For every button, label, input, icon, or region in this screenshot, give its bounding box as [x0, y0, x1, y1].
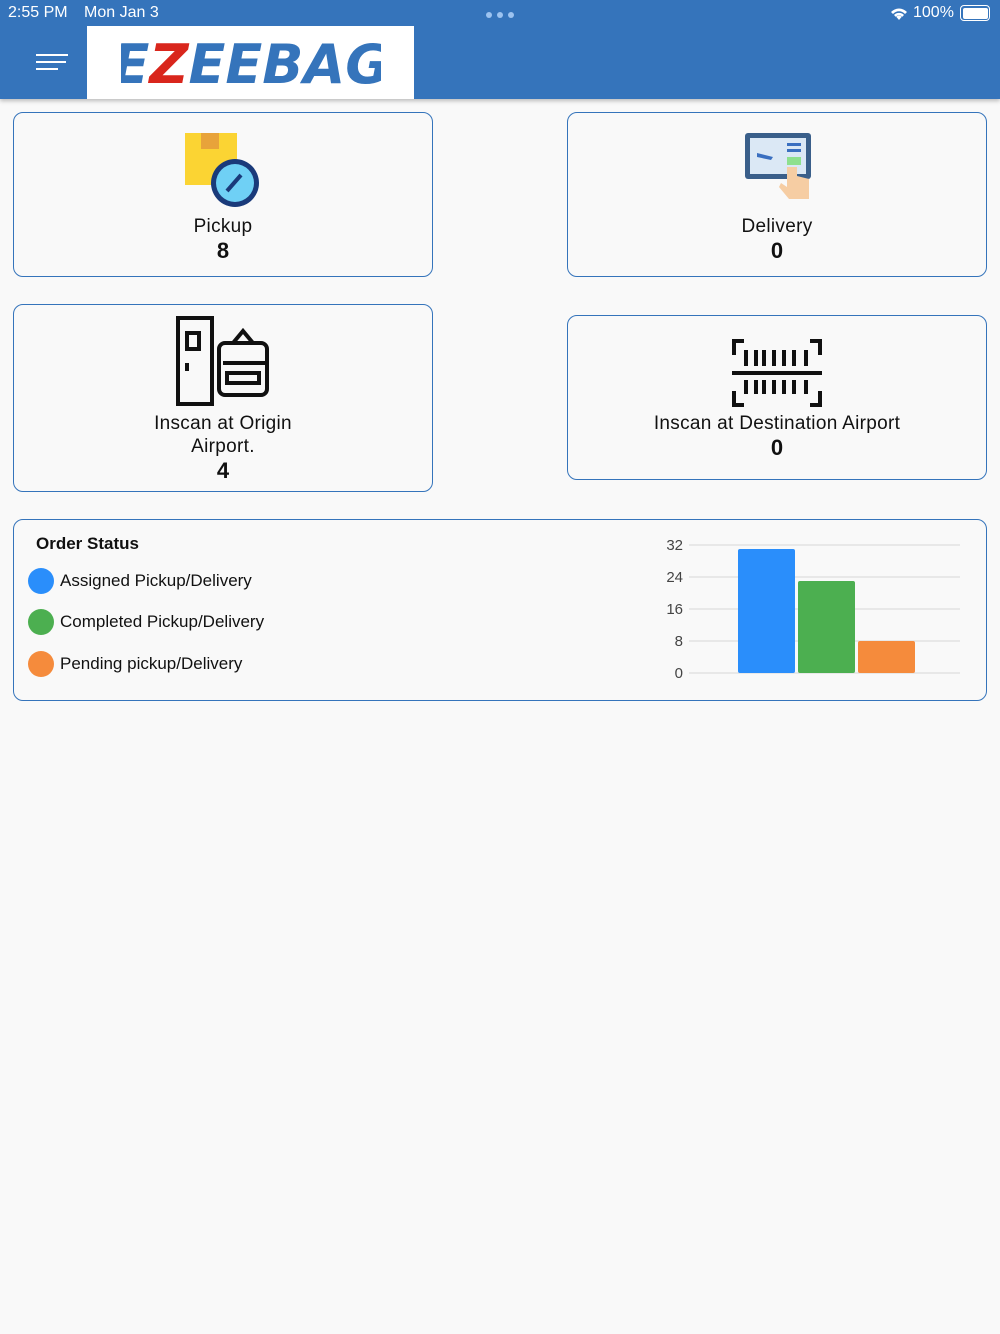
bar-3: [858, 641, 915, 673]
card-label: Inscan at Origin Airport.: [154, 413, 292, 457]
inscan-destination-card[interactable]: Inscan at Destination Airport 0: [567, 315, 987, 480]
card-count: 8: [216, 238, 230, 263]
status-date: Mon Jan 3: [84, 4, 159, 21]
y-tick-label: 32: [666, 537, 683, 554]
legend-dot: [28, 651, 54, 677]
legend-dot: [28, 609, 54, 635]
y-tick-label: 24: [666, 569, 683, 586]
y-tick-label: 0: [675, 665, 683, 682]
bar-2: [798, 581, 855, 673]
hamburger-icon[interactable]: [36, 54, 68, 72]
wifi-icon: [891, 8, 907, 20]
ezeebag-logo: EZEEBAG: [87, 26, 414, 99]
card-label: Inscan at Destination Airport: [653, 413, 901, 434]
delivery-card[interactable]: Delivery 0: [567, 112, 987, 277]
multitasking-dots-icon[interactable]: [486, 12, 514, 18]
y-tick-label: 16: [666, 601, 683, 618]
order-status-bar-chart: 0 8 16 24 32: [666, 537, 960, 682]
y-tick-label: 8: [675, 633, 683, 650]
boarding-pass-tap-icon: [745, 133, 811, 199]
battery-icon: [960, 5, 990, 21]
legend-label: Pending pickup/Delivery: [60, 654, 243, 673]
inscan-origin-card[interactable]: Inscan at Origin Airport. 4: [13, 304, 433, 492]
luggage-scanner-icon: [176, 316, 269, 406]
battery-percent: 100%: [913, 4, 954, 21]
legend-label: Completed Pickup/Delivery: [60, 612, 265, 631]
legend-item-assigned: Assigned Pickup/Delivery: [28, 568, 252, 594]
status-time: 2:55 PM: [8, 4, 68, 21]
app-header: 2:55 PM Mon Jan 3 100% EZEEBAG: [0, 0, 1000, 99]
card-label: Pickup: [193, 216, 253, 237]
order-status-card: Order Status Assigned Pickup/Delivery Co…: [13, 519, 987, 701]
bar-1: [738, 549, 795, 673]
card-label: Delivery: [741, 216, 813, 237]
card-count: 4: [216, 458, 230, 483]
package-clock-icon: [185, 133, 259, 207]
legend-dot: [28, 568, 54, 594]
order-status-title: Order Status: [36, 534, 139, 553]
svg-text:EZEEBAG: EZEEBAG: [121, 33, 381, 93]
legend-item-pending: Pending pickup/Delivery: [28, 651, 242, 677]
card-count: 0: [770, 238, 784, 263]
card-count: 0: [770, 435, 784, 460]
barcode-scan-icon: [732, 339, 822, 407]
legend-label: Assigned Pickup/Delivery: [60, 571, 252, 590]
legend-item-completed: Completed Pickup/Delivery: [28, 609, 264, 635]
pickup-card[interactable]: Pickup 8: [13, 112, 433, 277]
